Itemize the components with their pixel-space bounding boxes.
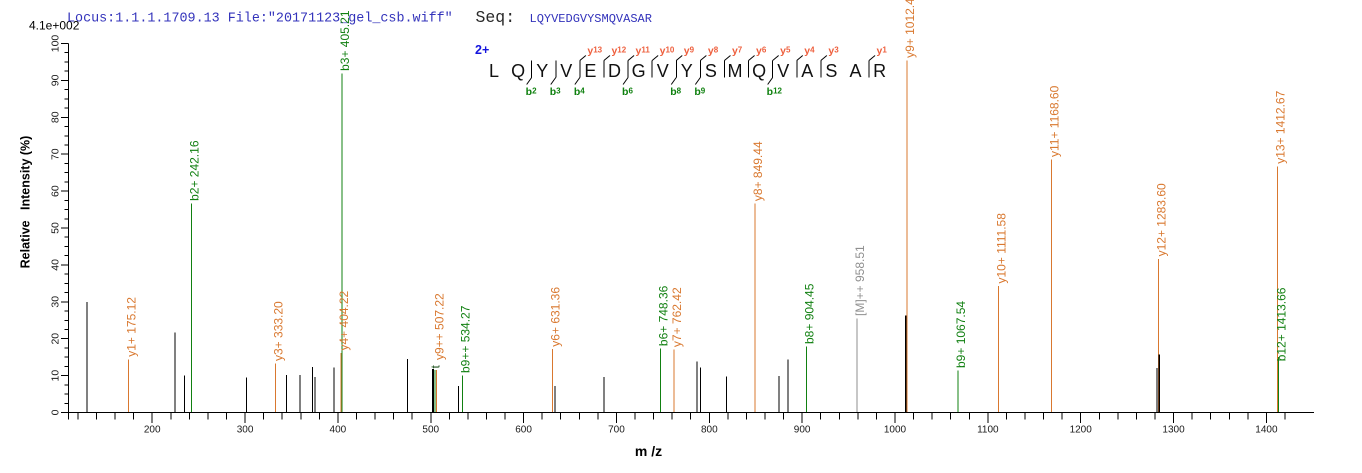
svg-text:700: 700 bbox=[608, 425, 625, 436]
svg-text:0: 0 bbox=[50, 409, 62, 415]
svg-text:4.1e+002: 4.1e+002 bbox=[29, 19, 80, 33]
svg-text:2+: 2+ bbox=[475, 43, 489, 57]
svg-text:b3: b3 bbox=[550, 86, 561, 98]
svg-text:y9++ 507.22: y9++ 507.22 bbox=[433, 293, 447, 360]
svg-text:V: V bbox=[560, 61, 572, 81]
svg-text:b8: b8 bbox=[670, 86, 681, 98]
svg-text:Locus:1.1.1.1709.13 File:"2017: Locus:1.1.1.1709.13 File:"20171123_gel_c… bbox=[67, 12, 453, 27]
svg-text:b6+ 748.36: b6+ 748.36 bbox=[657, 285, 671, 346]
svg-text:b6: b6 bbox=[622, 86, 633, 98]
svg-text:Q: Q bbox=[752, 61, 766, 81]
svg-text:Seq:: Seq: bbox=[476, 8, 516, 27]
svg-text:y13: y13 bbox=[587, 45, 602, 57]
svg-text:y3: y3 bbox=[828, 45, 839, 57]
svg-text:50: 50 bbox=[50, 222, 62, 234]
svg-text:y4: y4 bbox=[804, 45, 815, 57]
svg-text:m /z: m /z bbox=[635, 443, 662, 459]
svg-text:1000: 1000 bbox=[884, 425, 907, 436]
svg-text:t: t bbox=[429, 365, 443, 369]
svg-text:y7: y7 bbox=[732, 45, 743, 57]
svg-text:b9++ 534.27: b9++ 534.27 bbox=[458, 305, 472, 373]
svg-text:b4: b4 bbox=[574, 86, 585, 98]
svg-text:1300: 1300 bbox=[1162, 425, 1185, 436]
svg-text:V: V bbox=[777, 61, 789, 81]
svg-text:b2+ 242.16: b2+ 242.16 bbox=[187, 140, 201, 201]
svg-text:y12: y12 bbox=[611, 45, 626, 57]
svg-text:90: 90 bbox=[50, 74, 62, 86]
svg-text:y1+ 175.12: y1+ 175.12 bbox=[125, 297, 139, 357]
svg-text:200: 200 bbox=[144, 425, 161, 436]
svg-text:S: S bbox=[825, 61, 837, 81]
svg-text:y10+ 1111.58: y10+ 1111.58 bbox=[995, 213, 1009, 284]
svg-text:60: 60 bbox=[50, 185, 62, 197]
svg-text:20: 20 bbox=[50, 333, 62, 345]
svg-text:900: 900 bbox=[794, 425, 811, 436]
svg-text:b2: b2 bbox=[526, 86, 537, 98]
svg-text:1400: 1400 bbox=[1255, 425, 1278, 436]
svg-text:b12+ 1413.66: b12+ 1413.66 bbox=[1275, 287, 1289, 361]
svg-text:L: L bbox=[489, 61, 499, 81]
svg-text:Y: Y bbox=[536, 61, 548, 81]
svg-text:V: V bbox=[657, 61, 669, 81]
svg-text:y5: y5 bbox=[780, 45, 791, 57]
svg-text:1200: 1200 bbox=[1070, 425, 1093, 436]
svg-text:80: 80 bbox=[50, 111, 62, 123]
svg-text:LQYVEDGVYSMQVASAR: LQYVEDGVYSMQVASAR bbox=[530, 12, 652, 26]
svg-text:M: M bbox=[728, 61, 743, 81]
svg-text:A: A bbox=[849, 61, 861, 81]
svg-text:G: G bbox=[632, 61, 646, 81]
svg-text:100: 100 bbox=[50, 35, 62, 53]
svg-text:y13+ 1412.67: y13+ 1412.67 bbox=[1274, 90, 1288, 163]
svg-text:y8+ 849.44: y8+ 849.44 bbox=[751, 141, 765, 201]
svg-text:Relative Intensity (%): Relative Intensity (%) bbox=[19, 136, 33, 269]
svg-text:y4+ 404.22: y4+ 404.22 bbox=[337, 290, 351, 350]
svg-text:y10: y10 bbox=[660, 45, 675, 57]
svg-text:y8: y8 bbox=[708, 45, 719, 57]
svg-text:y9: y9 bbox=[684, 45, 695, 57]
svg-text:y1: y1 bbox=[877, 45, 888, 57]
svg-text:b3+ 405.21: b3+ 405.21 bbox=[338, 10, 352, 71]
svg-text:40: 40 bbox=[50, 259, 62, 271]
svg-text:A: A bbox=[801, 61, 813, 81]
svg-text:300: 300 bbox=[237, 425, 254, 436]
svg-text:30: 30 bbox=[50, 296, 62, 308]
svg-text:b8+ 904.45: b8+ 904.45 bbox=[802, 283, 816, 344]
svg-text:y9+ 1012.49: y9+ 1012.49 bbox=[903, 0, 917, 58]
svg-text:y6+ 631.36: y6+ 631.36 bbox=[549, 287, 563, 347]
svg-text:R: R bbox=[873, 61, 886, 81]
svg-text:600: 600 bbox=[515, 425, 532, 436]
svg-text:y12+ 1283.60: y12+ 1283.60 bbox=[1154, 183, 1168, 256]
svg-text:S: S bbox=[705, 61, 717, 81]
svg-text:y11: y11 bbox=[636, 45, 651, 57]
svg-text:[M]++ 958.51: [M]++ 958.51 bbox=[853, 245, 867, 316]
svg-text:Y: Y bbox=[681, 61, 693, 81]
svg-text:Q: Q bbox=[511, 61, 525, 81]
svg-text:800: 800 bbox=[701, 425, 718, 436]
svg-text:70: 70 bbox=[50, 148, 62, 160]
svg-text:400: 400 bbox=[330, 425, 347, 436]
svg-text:1100: 1100 bbox=[977, 425, 999, 436]
svg-text:b9: b9 bbox=[694, 86, 705, 98]
svg-text:y3+ 333.20: y3+ 333.20 bbox=[272, 301, 286, 361]
svg-text:y6: y6 bbox=[756, 45, 767, 57]
svg-text:y7+ 762.42: y7+ 762.42 bbox=[670, 287, 684, 347]
svg-text:500: 500 bbox=[422, 425, 439, 436]
svg-text:D: D bbox=[608, 61, 621, 81]
svg-text:y11+ 1168.60: y11+ 1168.60 bbox=[1048, 85, 1062, 157]
svg-text:b9+ 1067.54: b9+ 1067.54 bbox=[954, 301, 968, 368]
svg-text:10: 10 bbox=[50, 370, 62, 382]
svg-text:E: E bbox=[584, 61, 596, 81]
svg-text:b12: b12 bbox=[767, 86, 783, 98]
